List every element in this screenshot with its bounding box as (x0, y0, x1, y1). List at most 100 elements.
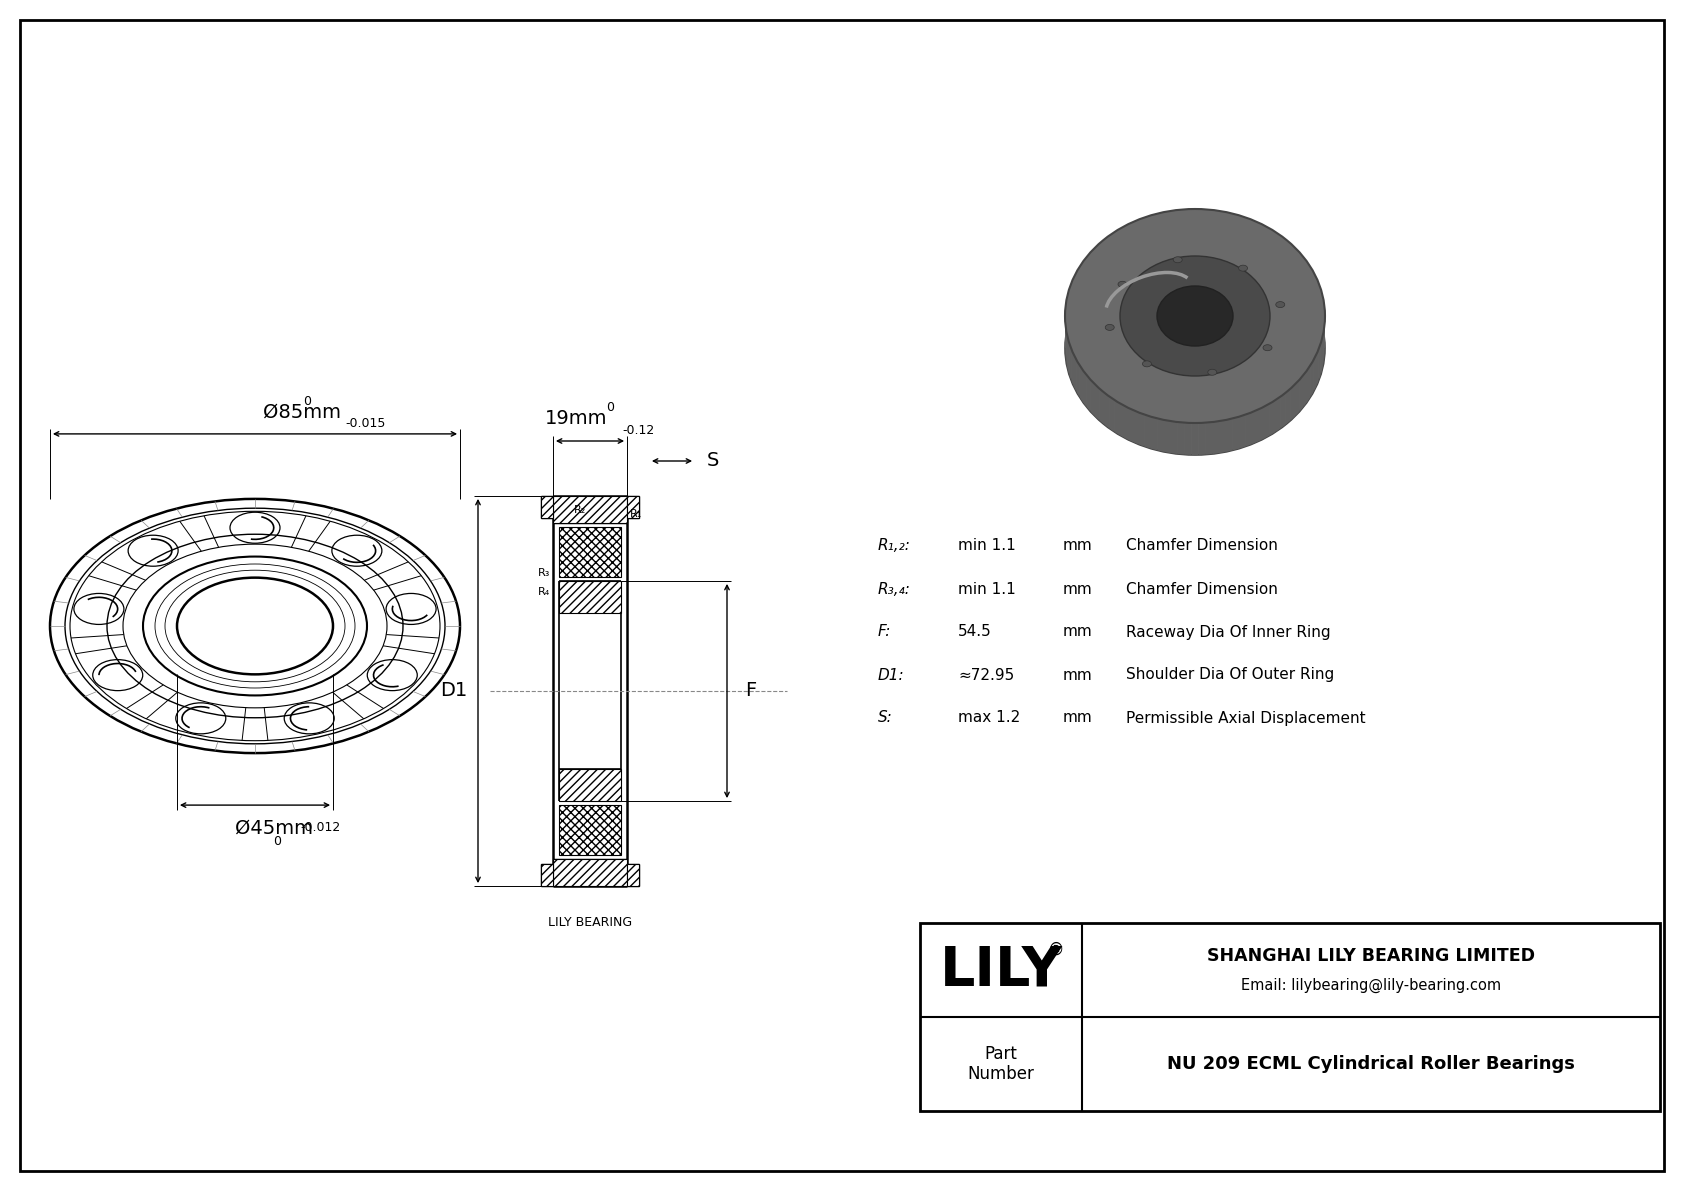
Text: D1: D1 (441, 681, 468, 700)
Ellipse shape (1142, 361, 1152, 367)
Text: Shoulder Dia Of Outer Ring: Shoulder Dia Of Outer Ring (1127, 667, 1334, 682)
Text: SHANGHAI LILY BEARING LIMITED: SHANGHAI LILY BEARING LIMITED (1207, 947, 1536, 965)
Polygon shape (1295, 248, 1300, 285)
Text: mm: mm (1063, 581, 1093, 597)
Text: ≈72.95: ≈72.95 (958, 667, 1014, 682)
Polygon shape (1280, 236, 1285, 272)
Text: max 1.2: max 1.2 (958, 711, 1021, 725)
Polygon shape (1105, 393, 1110, 429)
Text: 0: 0 (273, 835, 281, 848)
Polygon shape (1265, 404, 1270, 438)
Text: 0: 0 (303, 395, 312, 407)
Polygon shape (1164, 420, 1170, 453)
Text: F: F (746, 681, 756, 700)
Polygon shape (1319, 282, 1320, 320)
Ellipse shape (1207, 369, 1218, 375)
Text: Chamfer Dimension: Chamfer Dimension (1127, 538, 1278, 554)
Polygon shape (1295, 380, 1300, 417)
Text: 0: 0 (606, 401, 615, 414)
Polygon shape (1219, 420, 1226, 453)
Polygon shape (1317, 350, 1319, 387)
Polygon shape (1076, 267, 1079, 304)
Bar (559, 769, 621, 802)
Text: min 1.1: min 1.1 (958, 581, 1015, 597)
Text: Ø85mm: Ø85mm (263, 403, 340, 422)
Polygon shape (1246, 218, 1251, 251)
Bar (552, 495, 626, 523)
Text: 19mm: 19mm (544, 409, 608, 428)
Polygon shape (1270, 229, 1275, 264)
Polygon shape (1145, 216, 1150, 249)
Polygon shape (1115, 229, 1120, 264)
Text: -0.012: -0.012 (300, 821, 340, 834)
Text: Ø45mm: Ø45mm (236, 819, 313, 838)
Polygon shape (1177, 210, 1184, 242)
Polygon shape (1199, 210, 1206, 242)
Bar (559, 526, 621, 576)
Bar (919, 923, 1660, 1111)
Bar (552, 859, 626, 886)
Text: R₄: R₄ (537, 587, 551, 597)
Polygon shape (1071, 350, 1074, 387)
Polygon shape (1157, 212, 1164, 245)
Ellipse shape (1174, 257, 1182, 263)
Polygon shape (1170, 210, 1177, 243)
Polygon shape (1100, 388, 1105, 425)
Polygon shape (1157, 418, 1164, 451)
Polygon shape (1083, 370, 1086, 407)
Polygon shape (1307, 366, 1310, 403)
Polygon shape (1219, 211, 1226, 244)
Polygon shape (1105, 236, 1110, 272)
Polygon shape (1079, 262, 1083, 299)
Polygon shape (1319, 344, 1320, 381)
Polygon shape (1239, 414, 1246, 449)
Bar (541, 863, 552, 886)
Polygon shape (1212, 422, 1219, 454)
Polygon shape (1164, 211, 1170, 244)
Polygon shape (1310, 360, 1314, 398)
Text: mm: mm (1063, 538, 1093, 554)
Polygon shape (1239, 216, 1246, 249)
Polygon shape (1300, 375, 1303, 412)
Polygon shape (1115, 400, 1120, 436)
Polygon shape (1317, 278, 1319, 314)
Polygon shape (1074, 355, 1076, 392)
Polygon shape (1303, 257, 1307, 294)
Text: R₃,₄:: R₃,₄: (877, 581, 911, 597)
Polygon shape (1184, 423, 1192, 455)
Text: Part
Number: Part Number (968, 1045, 1034, 1084)
Ellipse shape (1157, 286, 1233, 347)
Text: S:: S: (877, 711, 893, 725)
Text: -0.015: -0.015 (345, 417, 386, 430)
Bar (559, 581, 621, 613)
Polygon shape (1270, 400, 1275, 436)
Polygon shape (1170, 422, 1177, 454)
Bar (626, 863, 638, 886)
Polygon shape (1150, 417, 1157, 450)
Polygon shape (1246, 412, 1251, 447)
Polygon shape (1120, 225, 1127, 261)
Polygon shape (1258, 406, 1265, 442)
Polygon shape (1275, 397, 1280, 432)
Polygon shape (1303, 370, 1307, 407)
Polygon shape (1177, 422, 1184, 455)
Polygon shape (1095, 385, 1100, 420)
Polygon shape (1076, 360, 1079, 398)
Polygon shape (1233, 417, 1239, 450)
Polygon shape (1314, 272, 1317, 308)
Polygon shape (1132, 220, 1138, 255)
Polygon shape (1074, 272, 1076, 308)
Ellipse shape (1238, 266, 1248, 272)
Text: R₁,₂:: R₁,₂: (877, 538, 911, 554)
Polygon shape (1184, 210, 1192, 242)
Text: Permissible Axial Displacement: Permissible Axial Displacement (1127, 711, 1366, 725)
Text: R₁: R₁ (630, 509, 642, 519)
Polygon shape (1192, 210, 1199, 241)
Polygon shape (1145, 414, 1150, 449)
Polygon shape (1258, 223, 1265, 257)
Text: Chamfer Dimension: Chamfer Dimension (1127, 581, 1278, 597)
Bar (559, 805, 621, 855)
Polygon shape (1285, 239, 1290, 275)
Ellipse shape (1276, 301, 1285, 307)
Bar (626, 495, 638, 518)
